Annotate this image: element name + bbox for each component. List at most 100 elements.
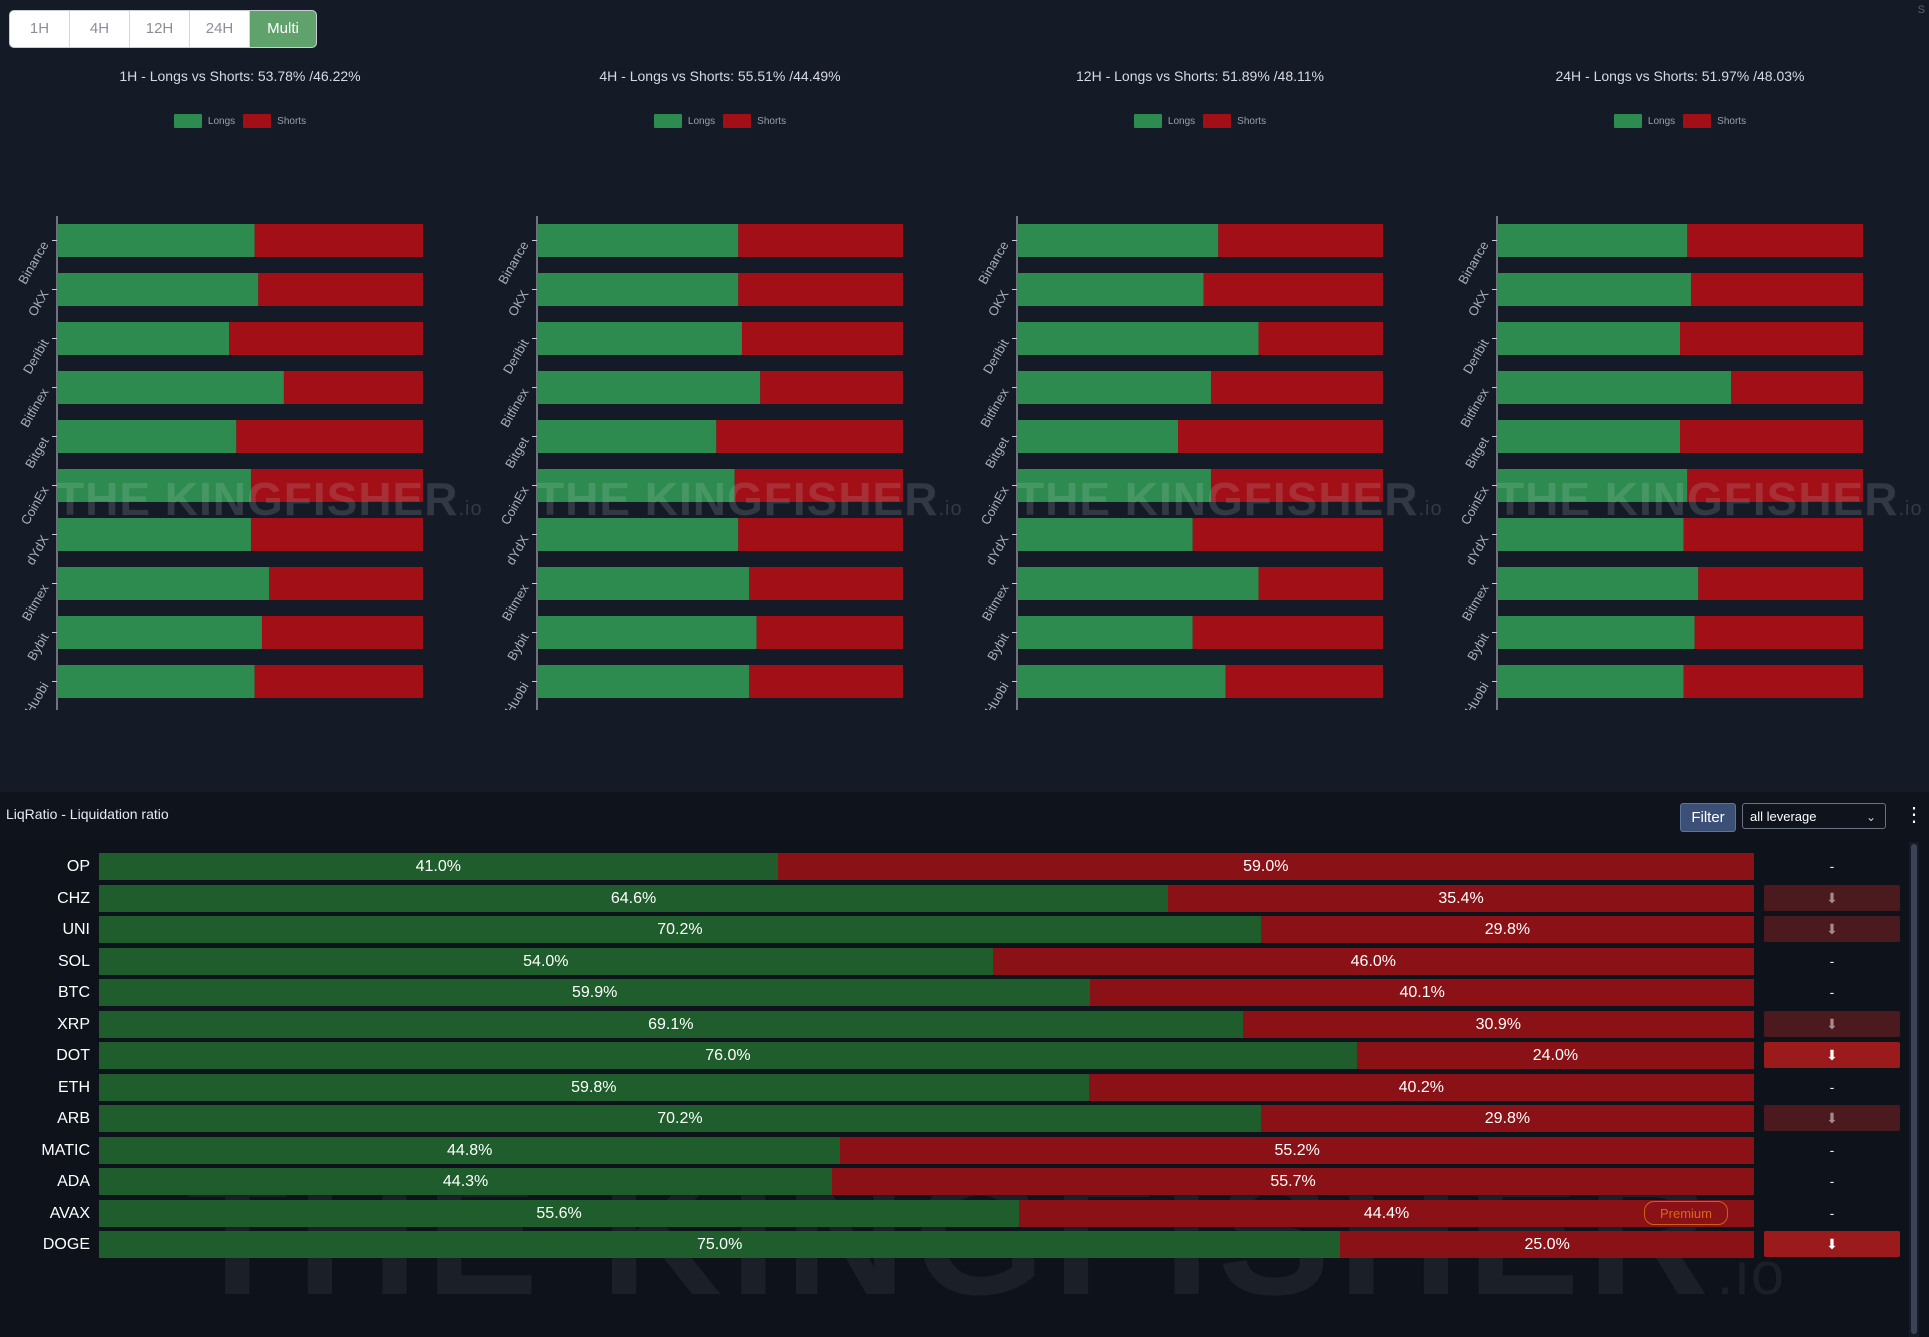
liq-bar[interactable]: 75.0% 25.0%: [99, 1231, 1754, 1258]
bar-shorts[interactable]: [749, 665, 903, 698]
bar-shorts[interactable]: [261, 616, 423, 649]
tab-4h[interactable]: 4H: [70, 11, 130, 47]
bar-shorts[interactable]: [1203, 273, 1383, 306]
bar-shorts[interactable]: [749, 567, 903, 600]
bar-longs[interactable]: [1017, 616, 1193, 649]
bar-shorts[interactable]: [1687, 469, 1863, 502]
bar-longs[interactable]: [537, 273, 739, 306]
bar-longs[interactable]: [57, 224, 255, 257]
bar-shorts[interactable]: [1192, 518, 1383, 551]
bar-longs[interactable]: [537, 665, 750, 698]
bar-shorts[interactable]: [254, 224, 423, 257]
bar-longs[interactable]: [57, 518, 251, 551]
leverage-select[interactable]: all leverage ⌄: [1742, 803, 1886, 829]
bar-shorts[interactable]: [756, 616, 903, 649]
bar-shorts[interactable]: [1192, 616, 1383, 649]
liq-bar[interactable]: 55.6% 44.4%: [99, 1200, 1754, 1227]
bar-longs[interactable]: [57, 567, 270, 600]
more-options-icon[interactable]: ⋮: [1904, 804, 1924, 826]
bar-longs[interactable]: [1497, 518, 1684, 551]
bar-shorts[interactable]: [236, 420, 423, 453]
liq-bar[interactable]: 44.8% 55.2%: [99, 1137, 1754, 1164]
bar-longs[interactable]: [1017, 224, 1219, 257]
legend-item[interactable]: Longs: [1613, 114, 1675, 128]
bar-longs[interactable]: [537, 518, 739, 551]
bar-longs[interactable]: [537, 567, 750, 600]
bar-longs[interactable]: [57, 420, 237, 453]
bar-longs[interactable]: [1017, 371, 1211, 404]
bar-longs[interactable]: [1017, 420, 1179, 453]
bar-shorts[interactable]: [1258, 322, 1383, 355]
bar-shorts[interactable]: [738, 273, 903, 306]
liq-bar[interactable]: 44.3% 55.7%: [99, 1168, 1754, 1195]
bar-longs[interactable]: [1497, 567, 1699, 600]
bar-shorts[interactable]: [1683, 518, 1863, 551]
bar-shorts[interactable]: [229, 322, 423, 355]
bar-longs[interactable]: [537, 420, 717, 453]
scrollbar-thumb[interactable]: [1911, 844, 1917, 1334]
bar-shorts[interactable]: [250, 518, 423, 551]
bar-longs[interactable]: [1497, 371, 1732, 404]
legend-item[interactable]: Shorts: [1683, 114, 1746, 128]
bar-shorts[interactable]: [1178, 420, 1383, 453]
bar-shorts[interactable]: [741, 322, 903, 355]
bar-shorts[interactable]: [738, 518, 903, 551]
bar-shorts[interactable]: [1731, 371, 1863, 404]
bar-longs[interactable]: [57, 273, 259, 306]
bar-longs[interactable]: [1497, 322, 1680, 355]
bar-shorts[interactable]: [1698, 567, 1863, 600]
bar-longs[interactable]: [537, 371, 761, 404]
bar-longs[interactable]: [537, 322, 742, 355]
liq-bar[interactable]: 59.9% 40.1%: [99, 979, 1754, 1006]
bar-shorts[interactable]: [1687, 224, 1863, 257]
legend-item[interactable]: Shorts: [243, 114, 306, 128]
bar-longs[interactable]: [57, 322, 230, 355]
bar-shorts[interactable]: [1680, 322, 1863, 355]
bar-longs[interactable]: [1017, 469, 1211, 502]
bar-shorts[interactable]: [738, 224, 903, 257]
bar-longs[interactable]: [1497, 616, 1695, 649]
tab-1h[interactable]: 1H: [10, 11, 70, 47]
bar-shorts[interactable]: [254, 665, 423, 698]
liq-bar[interactable]: 54.0% 46.0%: [99, 948, 1754, 975]
bar-longs[interactable]: [1017, 665, 1226, 698]
bar-longs[interactable]: [1497, 420, 1680, 453]
bar-longs[interactable]: [1017, 567, 1259, 600]
tab-12h[interactable]: 12H: [130, 11, 190, 47]
bar-longs[interactable]: [537, 469, 735, 502]
bar-shorts[interactable]: [1210, 371, 1383, 404]
bar-shorts[interactable]: [1210, 469, 1383, 502]
liq-bar[interactable]: 59.8% 40.2%: [99, 1074, 1754, 1101]
bar-longs[interactable]: [1497, 224, 1688, 257]
bar-longs[interactable]: [57, 665, 255, 698]
legend-item[interactable]: Shorts: [1203, 114, 1266, 128]
bar-shorts[interactable]: [283, 371, 423, 404]
legend-item[interactable]: Shorts: [723, 114, 786, 128]
liq-bar[interactable]: 76.0% 24.0%: [99, 1042, 1754, 1069]
bar-shorts[interactable]: [1690, 273, 1863, 306]
tab-24h[interactable]: 24H: [190, 11, 250, 47]
bar-longs[interactable]: [57, 371, 284, 404]
liq-bar[interactable]: 69.1% 30.9%: [99, 1011, 1754, 1038]
bar-longs[interactable]: [1017, 518, 1193, 551]
liq-bar[interactable]: 70.2% 29.8%: [99, 1105, 1754, 1132]
bar-shorts[interactable]: [258, 273, 423, 306]
legend-item[interactable]: Longs: [1133, 114, 1195, 128]
liq-bar[interactable]: 41.0% 59.0%: [99, 853, 1754, 880]
bar-shorts[interactable]: [1218, 224, 1383, 257]
bar-shorts[interactable]: [716, 420, 903, 453]
liq-bar[interactable]: 70.2% 29.8%: [99, 916, 1754, 943]
bar-shorts[interactable]: [250, 469, 423, 502]
bar-shorts[interactable]: [734, 469, 903, 502]
bar-shorts[interactable]: [760, 371, 903, 404]
bar-longs[interactable]: [1017, 273, 1204, 306]
bar-longs[interactable]: [57, 616, 262, 649]
bar-shorts[interactable]: [1258, 567, 1383, 600]
bar-longs[interactable]: [1497, 665, 1684, 698]
legend-item[interactable]: Longs: [173, 114, 235, 128]
premium-badge[interactable]: Premium: [1644, 1201, 1728, 1225]
bar-shorts[interactable]: [1225, 665, 1383, 698]
legend-item[interactable]: Longs: [653, 114, 715, 128]
bar-longs[interactable]: [1017, 322, 1259, 355]
filter-button[interactable]: Filter: [1680, 803, 1736, 832]
